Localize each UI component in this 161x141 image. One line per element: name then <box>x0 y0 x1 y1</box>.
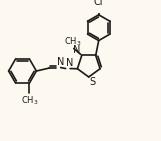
Text: N: N <box>73 45 81 55</box>
Text: N: N <box>57 57 64 67</box>
Text: CH$_3$: CH$_3$ <box>21 94 38 107</box>
Text: Cl: Cl <box>94 0 104 7</box>
Text: S: S <box>90 77 96 87</box>
Text: N: N <box>66 58 73 68</box>
Text: CH$_3$: CH$_3$ <box>64 35 82 48</box>
